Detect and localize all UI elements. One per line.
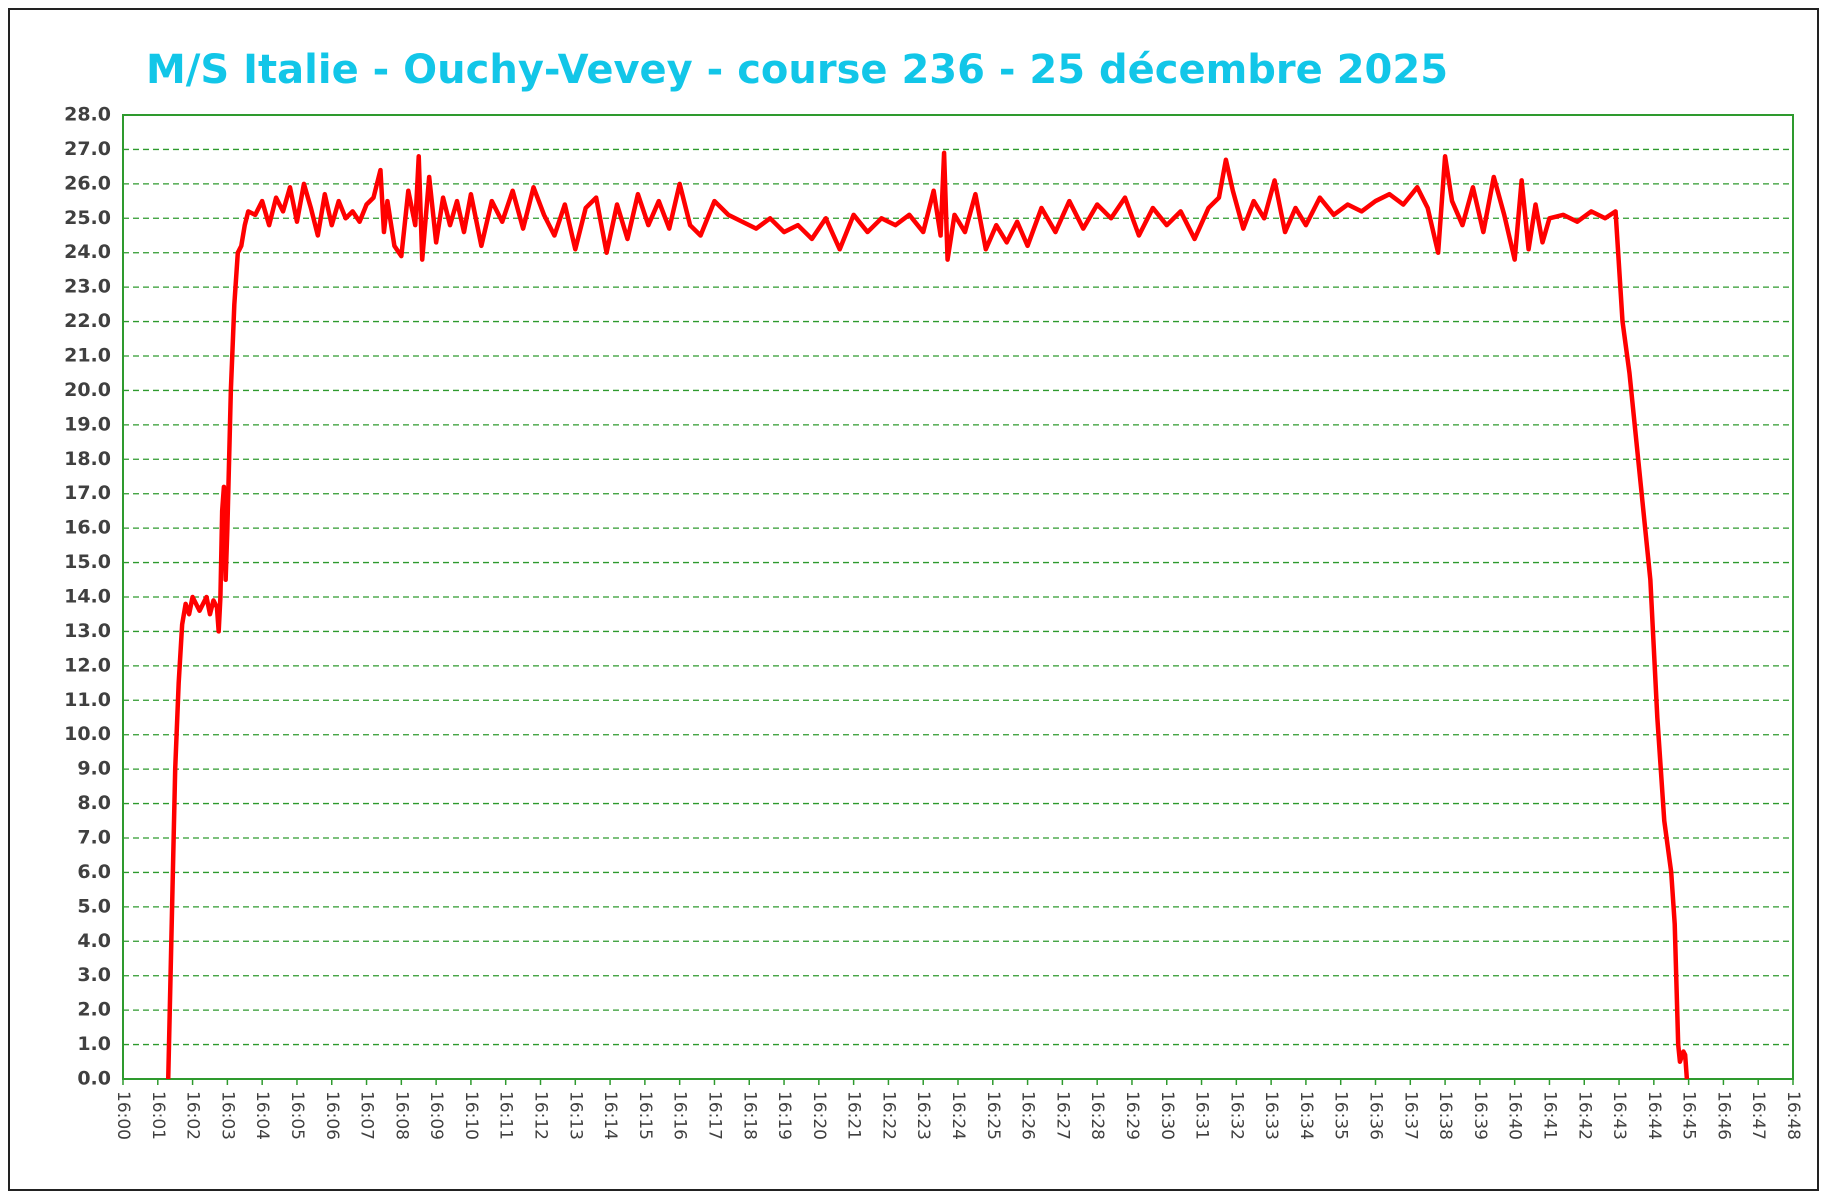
y-tick-label: 19.0 xyxy=(64,413,111,435)
x-tick-label: 16:19 xyxy=(774,1091,794,1140)
y-tick-label: 13.0 xyxy=(64,620,111,642)
chart-frame xyxy=(8,8,1819,1191)
y-tick-label: 23.0 xyxy=(64,276,111,298)
y-tick-label: 12.0 xyxy=(64,654,111,676)
y-tick-label: 24.0 xyxy=(64,241,111,263)
y-tick-label: 27.0 xyxy=(64,138,111,160)
x-tick-label: 16:01 xyxy=(148,1091,168,1140)
x-tick-label: 16:10 xyxy=(461,1091,481,1140)
plot-area xyxy=(122,114,1794,1080)
y-tick-label: 26.0 xyxy=(64,172,111,194)
x-tick-label: 16:12 xyxy=(531,1091,551,1140)
data-line xyxy=(165,150,1690,1080)
x-tick-label: 16:17 xyxy=(704,1091,724,1140)
x-tick-label: 16:03 xyxy=(217,1091,237,1140)
x-tick-label: 16:04 xyxy=(252,1091,272,1140)
x-tick-label: 16:20 xyxy=(809,1091,829,1140)
x-tick-label: 16:43 xyxy=(1609,1091,1629,1140)
x-tick-label: 16:18 xyxy=(739,1091,759,1140)
x-tick-label: 16:45 xyxy=(1679,1091,1699,1140)
y-tick-label: 7.0 xyxy=(77,827,111,849)
y-tick-label: 3.0 xyxy=(77,964,111,986)
x-tick-label: 16:30 xyxy=(1157,1091,1177,1140)
chart-title: M/S Italie - Ouchy-Vevey - course 236 - … xyxy=(146,47,1448,93)
y-tick-label: 28.0 xyxy=(64,104,111,126)
x-tick-label: 16:28 xyxy=(1087,1091,1107,1140)
y-tick-label: 10.0 xyxy=(64,723,111,745)
x-tick-label: 16:13 xyxy=(565,1091,585,1140)
x-tick-label: 16:48 xyxy=(1783,1091,1803,1140)
y-tick-label: 14.0 xyxy=(64,586,111,608)
y-tick-label: 20.0 xyxy=(64,379,111,401)
x-tick-label: 16:35 xyxy=(1331,1091,1351,1140)
x-tick-label: 16:40 xyxy=(1505,1091,1525,1140)
x-tick-label: 16:05 xyxy=(287,1091,307,1140)
y-tick-label: 4.0 xyxy=(77,930,111,952)
y-tick-label: 21.0 xyxy=(64,345,111,367)
x-tick-label: 16:16 xyxy=(670,1091,690,1140)
x-tick-label: 16:44 xyxy=(1644,1091,1664,1140)
x-tick-label: 16:34 xyxy=(1296,1091,1316,1140)
x-tick-label: 16:09 xyxy=(426,1091,446,1140)
x-tick-label: 16:23 xyxy=(913,1091,933,1140)
y-tick-label: 11.0 xyxy=(64,689,111,711)
x-tick-label: 16:11 xyxy=(496,1091,516,1140)
x-tick-label: 16:07 xyxy=(357,1091,377,1140)
x-tick-label: 16:41 xyxy=(1539,1091,1559,1140)
x-tick-label: 16:15 xyxy=(635,1091,655,1140)
y-tick-label: 16.0 xyxy=(64,517,111,539)
x-tick-label: 16:29 xyxy=(1122,1091,1142,1140)
x-tick-label: 16:36 xyxy=(1366,1091,1386,1140)
x-tick-label: 16:47 xyxy=(1748,1091,1768,1140)
y-tick-label: 1.0 xyxy=(77,1033,111,1055)
y-tick-label: 18.0 xyxy=(64,448,111,470)
x-tick-label: 16:00 xyxy=(113,1091,133,1140)
x-tick-label: 16:33 xyxy=(1261,1091,1281,1140)
x-tick-label: 16:46 xyxy=(1713,1091,1733,1140)
y-tick-label: 22.0 xyxy=(64,310,111,332)
x-tick-label: 16:38 xyxy=(1435,1091,1455,1140)
x-tick-label: 16:39 xyxy=(1470,1091,1490,1140)
x-tick-label: 16:06 xyxy=(322,1091,342,1140)
y-tick-label: 5.0 xyxy=(77,895,111,917)
x-tick-label: 16:21 xyxy=(844,1091,864,1140)
y-tick-label: 0.0 xyxy=(77,1068,111,1090)
x-tick-label: 16:31 xyxy=(1192,1091,1212,1140)
y-tick-label: 17.0 xyxy=(64,482,111,504)
x-tick-label: 16:24 xyxy=(948,1091,968,1140)
x-tick-label: 16:25 xyxy=(983,1091,1003,1140)
y-tick-label: 25.0 xyxy=(64,207,111,229)
x-tick-label: 16:22 xyxy=(878,1091,898,1140)
x-tick-label: 16:37 xyxy=(1400,1091,1420,1140)
x-tick-label: 16:08 xyxy=(391,1091,411,1140)
x-tick-label: 16:14 xyxy=(600,1091,620,1140)
y-tick-label: 6.0 xyxy=(77,861,111,883)
y-tick-label: 9.0 xyxy=(77,758,111,780)
y-tick-label: 15.0 xyxy=(64,551,111,573)
x-tick-label: 16:26 xyxy=(1018,1091,1038,1140)
x-tick-label: 16:27 xyxy=(1052,1091,1072,1140)
x-tick-label: 16:32 xyxy=(1226,1091,1246,1140)
y-tick-label: 2.0 xyxy=(77,999,111,1021)
y-tick-label: 8.0 xyxy=(77,792,111,814)
x-tick-label: 16:02 xyxy=(183,1091,203,1140)
x-tick-label: 16:42 xyxy=(1574,1091,1594,1140)
